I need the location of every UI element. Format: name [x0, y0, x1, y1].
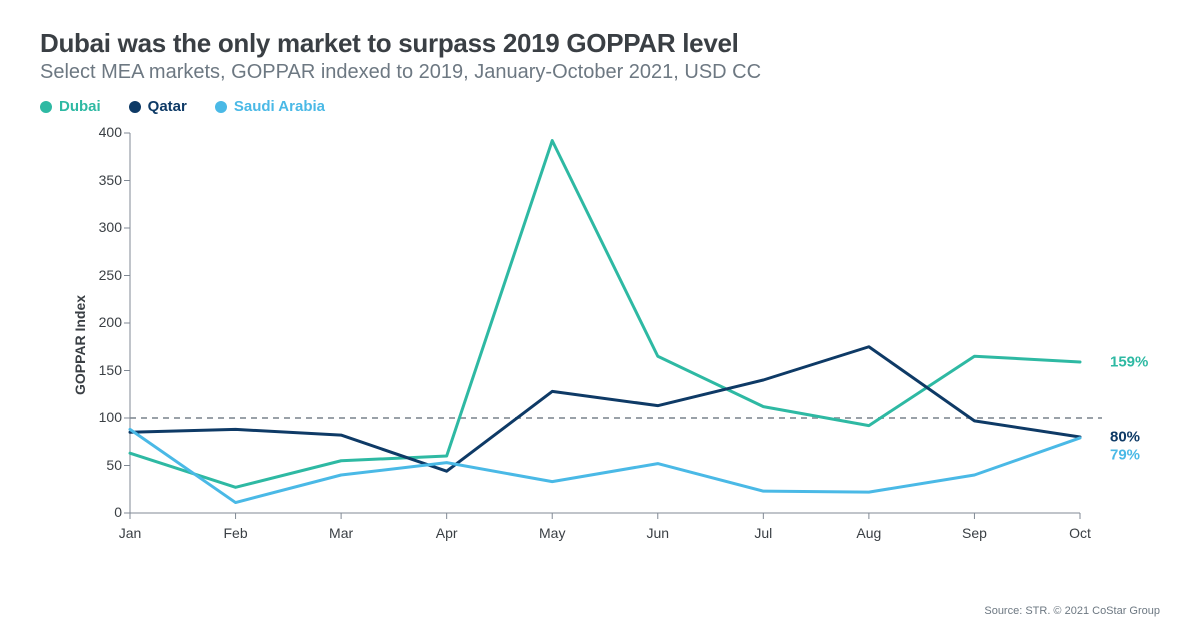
- source-attribution: Source: STR. © 2021 CoStar Group: [984, 605, 1160, 617]
- legend-label: Dubai: [59, 98, 101, 115]
- series-end-label: 79%: [1110, 447, 1140, 464]
- series-line: [130, 141, 1080, 488]
- legend-label: Saudi Arabia: [234, 98, 325, 115]
- legend-label: Qatar: [148, 98, 187, 115]
- legend-dot-icon: [129, 101, 141, 113]
- legend: Dubai Qatar Saudi Arabia: [40, 98, 1160, 115]
- legend-item: Saudi Arabia: [215, 98, 325, 115]
- series-end-label: 80%: [1110, 429, 1140, 446]
- chart-title: Dubai was the only market to surpass 201…: [40, 28, 1160, 59]
- series-line: [130, 429, 1080, 502]
- chart-subtitle: Select MEA markets, GOPPAR indexed to 20…: [40, 61, 1160, 84]
- series-end-label: 159%: [1110, 353, 1148, 370]
- legend-dot-icon: [215, 101, 227, 113]
- series-line: [130, 347, 1080, 471]
- chart-area: GOPPAR Index 050100150200250300350400 Ja…: [40, 125, 1160, 565]
- legend-item: Qatar: [129, 98, 187, 115]
- legend-dot-icon: [40, 101, 52, 113]
- legend-item: Dubai: [40, 98, 101, 115]
- line-chart-svg: [40, 125, 1180, 553]
